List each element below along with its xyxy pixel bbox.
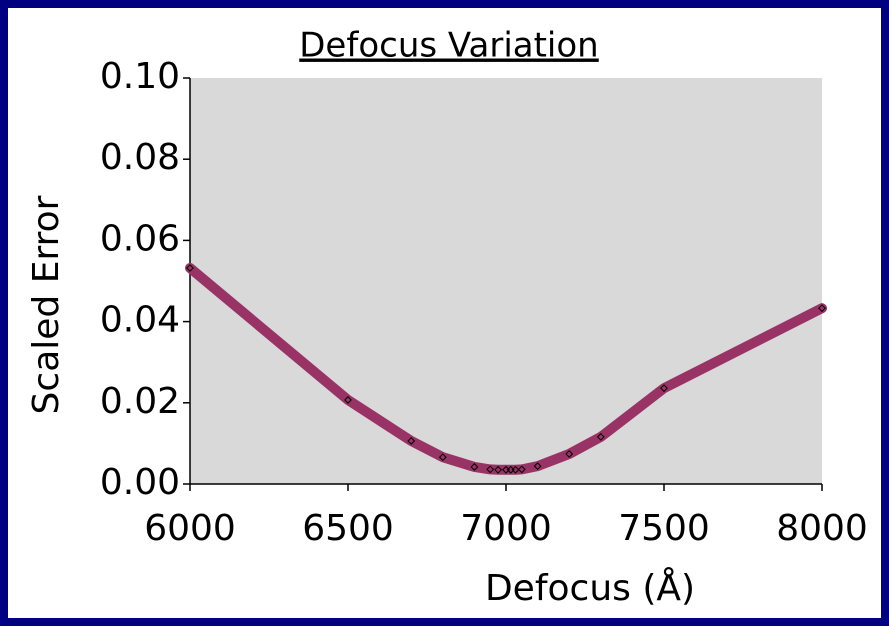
data-marker	[407, 437, 416, 445]
data-marker	[470, 463, 479, 471]
x-tick-label: 6000	[144, 508, 236, 549]
data-marker	[186, 264, 194, 272]
y-tick-label: 0.08	[100, 137, 180, 178]
data-marker	[511, 465, 520, 474]
data-line	[185, 263, 827, 475]
chart-title: Defocus Variation	[299, 26, 598, 66]
data-marker	[596, 432, 605, 441]
data-marker	[533, 462, 542, 471]
x-tick-label: 6500	[302, 508, 394, 549]
y-tick-label: 0.04	[100, 300, 180, 341]
data-marker	[660, 384, 668, 393]
data-marker	[517, 465, 526, 474]
plot-area	[190, 78, 822, 484]
data-marker	[494, 465, 503, 474]
data-marker	[438, 453, 447, 462]
x-tick-label: 7000	[460, 508, 552, 549]
y-tick-label: 0.02	[100, 381, 180, 422]
y-tick-label: 0.00	[100, 462, 180, 503]
data-marker	[565, 450, 574, 458]
data-marker	[818, 304, 826, 313]
x-tick-label: 7500	[618, 508, 710, 549]
y-axis-label: Scaled Error	[26, 195, 67, 414]
y-tick-label: 0.10	[100, 56, 180, 97]
y-tick-label: 0.06	[100, 218, 180, 259]
data-marker	[344, 396, 352, 404]
x-axis-label: Defocus (Å)	[485, 566, 695, 609]
data-marker	[486, 465, 495, 474]
x-tick-label: 8000	[776, 508, 868, 549]
